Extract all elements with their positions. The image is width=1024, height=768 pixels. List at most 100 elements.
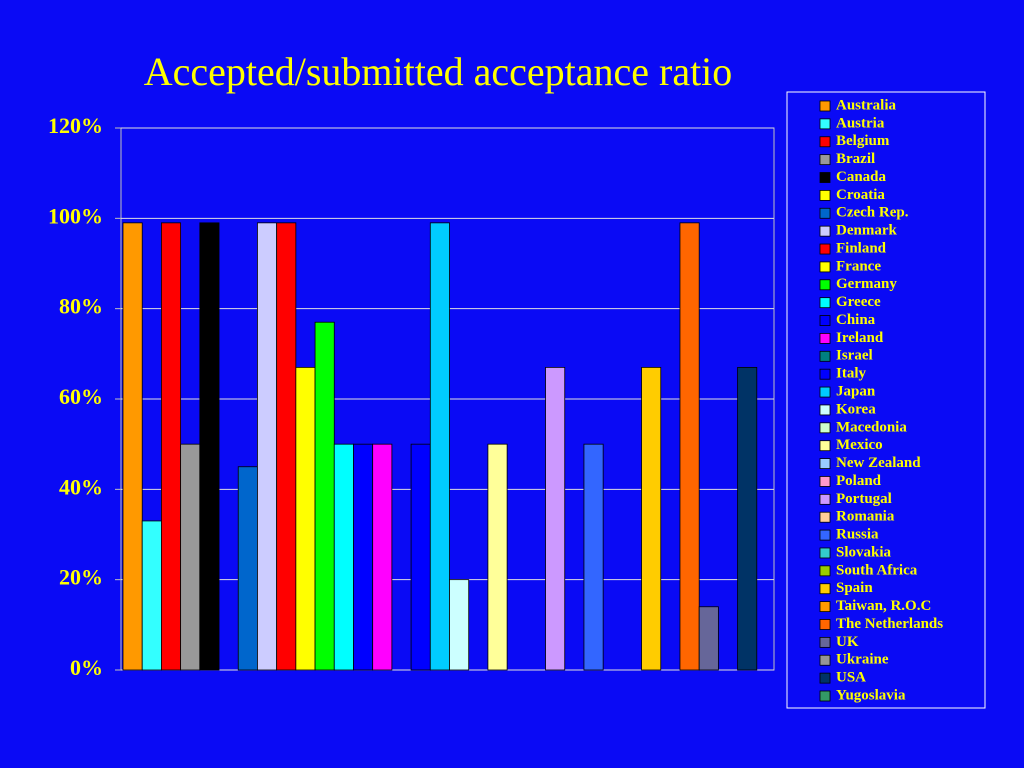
- legend-swatch: [819, 458, 831, 469]
- legend-swatch: [819, 386, 831, 398]
- legend-swatch: [819, 225, 831, 237]
- bar: [141, 520, 162, 671]
- bar: [679, 222, 700, 671]
- bar: [161, 222, 182, 671]
- bar: [410, 443, 431, 671]
- bar: [199, 222, 220, 671]
- bar: [295, 366, 316, 671]
- legend-swatch: [819, 207, 831, 219]
- chart-title: Accepted/submitted acceptance ratio: [144, 49, 733, 94]
- legend-label: New Zealand: [836, 455, 921, 471]
- legend-swatch: [819, 422, 831, 434]
- legend-label: Israel: [836, 348, 873, 364]
- legend-label: Poland: [836, 473, 882, 489]
- legend-swatch: [819, 279, 831, 291]
- legend-label: Austria: [836, 115, 885, 131]
- bar: [237, 466, 258, 671]
- legend-label: Taiwan, R.O.C: [836, 598, 931, 614]
- legend-label: Brazil: [836, 151, 875, 167]
- legend-label: Italy: [836, 366, 867, 382]
- y-tick-label: 80%: [59, 294, 103, 319]
- legend-swatch: [819, 172, 831, 183]
- legend-swatch: [819, 672, 831, 684]
- legend-label: Japan: [836, 383, 876, 399]
- legend-label: Czech Rep.: [836, 205, 909, 221]
- legend-label: Ukraine: [836, 652, 889, 668]
- legend-label: Russia: [836, 527, 879, 543]
- bar: [180, 443, 201, 671]
- bar: [372, 443, 393, 671]
- legend-label: Denmark: [836, 223, 897, 239]
- legend-swatch: [819, 136, 831, 148]
- legend-swatch: [819, 690, 831, 702]
- bar: [698, 606, 719, 671]
- legend-label: Yugoslavia: [836, 687, 906, 703]
- legend-swatch: [819, 100, 831, 112]
- bar: [583, 443, 604, 671]
- legend-label: South Africa: [836, 562, 918, 578]
- legend-label: Korea: [836, 401, 876, 417]
- legend-swatch: [819, 493, 831, 505]
- legend-swatch: [819, 565, 831, 577]
- legend-swatch: [819, 547, 831, 559]
- legend-swatch: [819, 118, 831, 130]
- y-tick-label: 0%: [70, 655, 103, 680]
- legend-label: Macedonia: [836, 419, 907, 435]
- bar: [257, 222, 278, 671]
- legend-label: Greece: [836, 294, 881, 310]
- y-tick-label: 120%: [48, 113, 103, 138]
- legend-swatch: [819, 333, 831, 344]
- legend-label: Canada: [836, 169, 887, 185]
- legend-label: Portugal: [836, 491, 892, 507]
- legend-label: Mexico: [836, 437, 883, 453]
- legend-swatch: [819, 243, 831, 255]
- legend-label: Spain: [836, 580, 873, 596]
- legend-label: Ireland: [836, 330, 884, 346]
- bar: [641, 366, 662, 671]
- legend-swatch: [819, 619, 831, 630]
- bar: [353, 443, 374, 671]
- legend-label: Slovakia: [836, 544, 892, 560]
- legend-swatch: [819, 315, 831, 326]
- legend-swatch: [819, 583, 831, 595]
- legend-swatch: [819, 350, 831, 362]
- legend-swatch: [819, 154, 831, 166]
- bar: [449, 579, 470, 671]
- legend-label: Croatia: [836, 187, 885, 203]
- bar: [487, 443, 508, 671]
- bar: [276, 222, 297, 671]
- legend-label: Romania: [836, 509, 895, 525]
- legend-swatch: [819, 511, 831, 523]
- legend-label: UK: [836, 634, 859, 650]
- legend-swatch: [819, 601, 831, 613]
- legend-label: Belgium: [836, 133, 890, 149]
- legend-label: Germany: [836, 276, 897, 292]
- legend-swatch: [819, 297, 831, 309]
- legend-swatch: [819, 261, 831, 273]
- bar: [737, 366, 758, 671]
- legend-swatch: [819, 440, 831, 452]
- bar: [333, 443, 354, 671]
- legend-swatch: [819, 189, 831, 201]
- bar: [545, 366, 566, 671]
- legend-label: France: [836, 258, 881, 274]
- bar: [122, 222, 143, 671]
- y-tick-label: 60%: [59, 384, 103, 409]
- legend-swatch: [819, 636, 831, 648]
- legend-swatch: [819, 476, 831, 487]
- bar: [314, 321, 335, 671]
- bar: [429, 222, 450, 671]
- legend-swatch: [819, 529, 831, 541]
- legend-swatch: [819, 368, 831, 380]
- legend-swatch: [819, 404, 831, 416]
- y-tick-label: 40%: [59, 474, 103, 499]
- y-tick-label: 20%: [59, 565, 103, 590]
- legend-label: China: [836, 312, 876, 328]
- legend-label: Finland: [836, 240, 887, 256]
- legend-swatch: [819, 654, 831, 666]
- legend-label: The Netherlands: [836, 616, 943, 632]
- legend-label: Australia: [836, 97, 897, 113]
- y-tick-label: 100%: [48, 203, 103, 228]
- legend-label: USA: [836, 670, 866, 686]
